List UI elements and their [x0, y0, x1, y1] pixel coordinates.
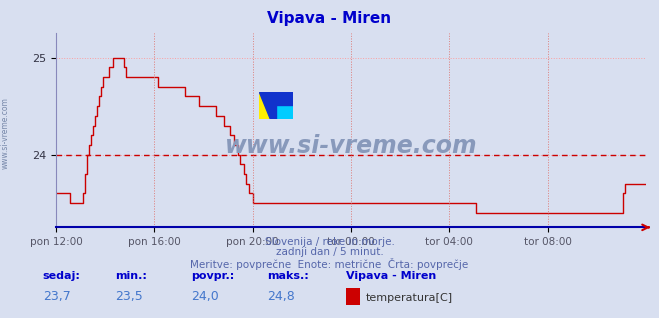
Bar	[276, 105, 293, 119]
Text: maks.:: maks.:	[267, 272, 308, 281]
Text: www.si-vreme.com: www.si-vreme.com	[225, 134, 477, 158]
Text: zadnji dan / 5 minut.: zadnji dan / 5 minut.	[275, 247, 384, 257]
Text: 24,0: 24,0	[191, 290, 219, 303]
Bar	[276, 92, 293, 105]
Bar	[260, 92, 276, 119]
Text: min.:: min.:	[115, 272, 147, 281]
Polygon shape	[260, 92, 276, 119]
Text: 23,5: 23,5	[115, 290, 143, 303]
Text: povpr.:: povpr.:	[191, 272, 235, 281]
Text: Meritve: povprečne  Enote: metrične  Črta: povprečje: Meritve: povprečne Enote: metrične Črta:…	[190, 258, 469, 270]
Text: 24,8: 24,8	[267, 290, 295, 303]
Text: www.si-vreme.com: www.si-vreme.com	[1, 98, 10, 169]
Text: temperatura[C]: temperatura[C]	[366, 293, 453, 303]
Text: Vipava - Miren: Vipava - Miren	[268, 11, 391, 26]
Text: 23,7: 23,7	[43, 290, 71, 303]
Text: Vipava - Miren: Vipava - Miren	[346, 272, 436, 281]
Text: sedaj:: sedaj:	[43, 272, 80, 281]
Text: Slovenija / reke in morje.: Slovenija / reke in morje.	[264, 237, 395, 247]
